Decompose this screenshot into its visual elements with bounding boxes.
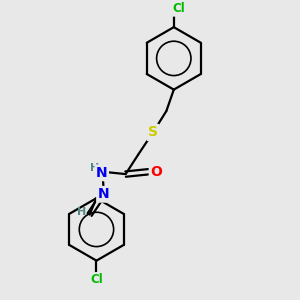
Text: O: O [150, 165, 162, 179]
Text: Cl: Cl [90, 274, 103, 286]
Text: N: N [96, 166, 108, 180]
Text: H: H [90, 163, 99, 173]
Text: H: H [77, 207, 86, 217]
Text: N: N [98, 187, 109, 201]
Text: S: S [148, 125, 158, 140]
Text: Cl: Cl [172, 2, 184, 15]
